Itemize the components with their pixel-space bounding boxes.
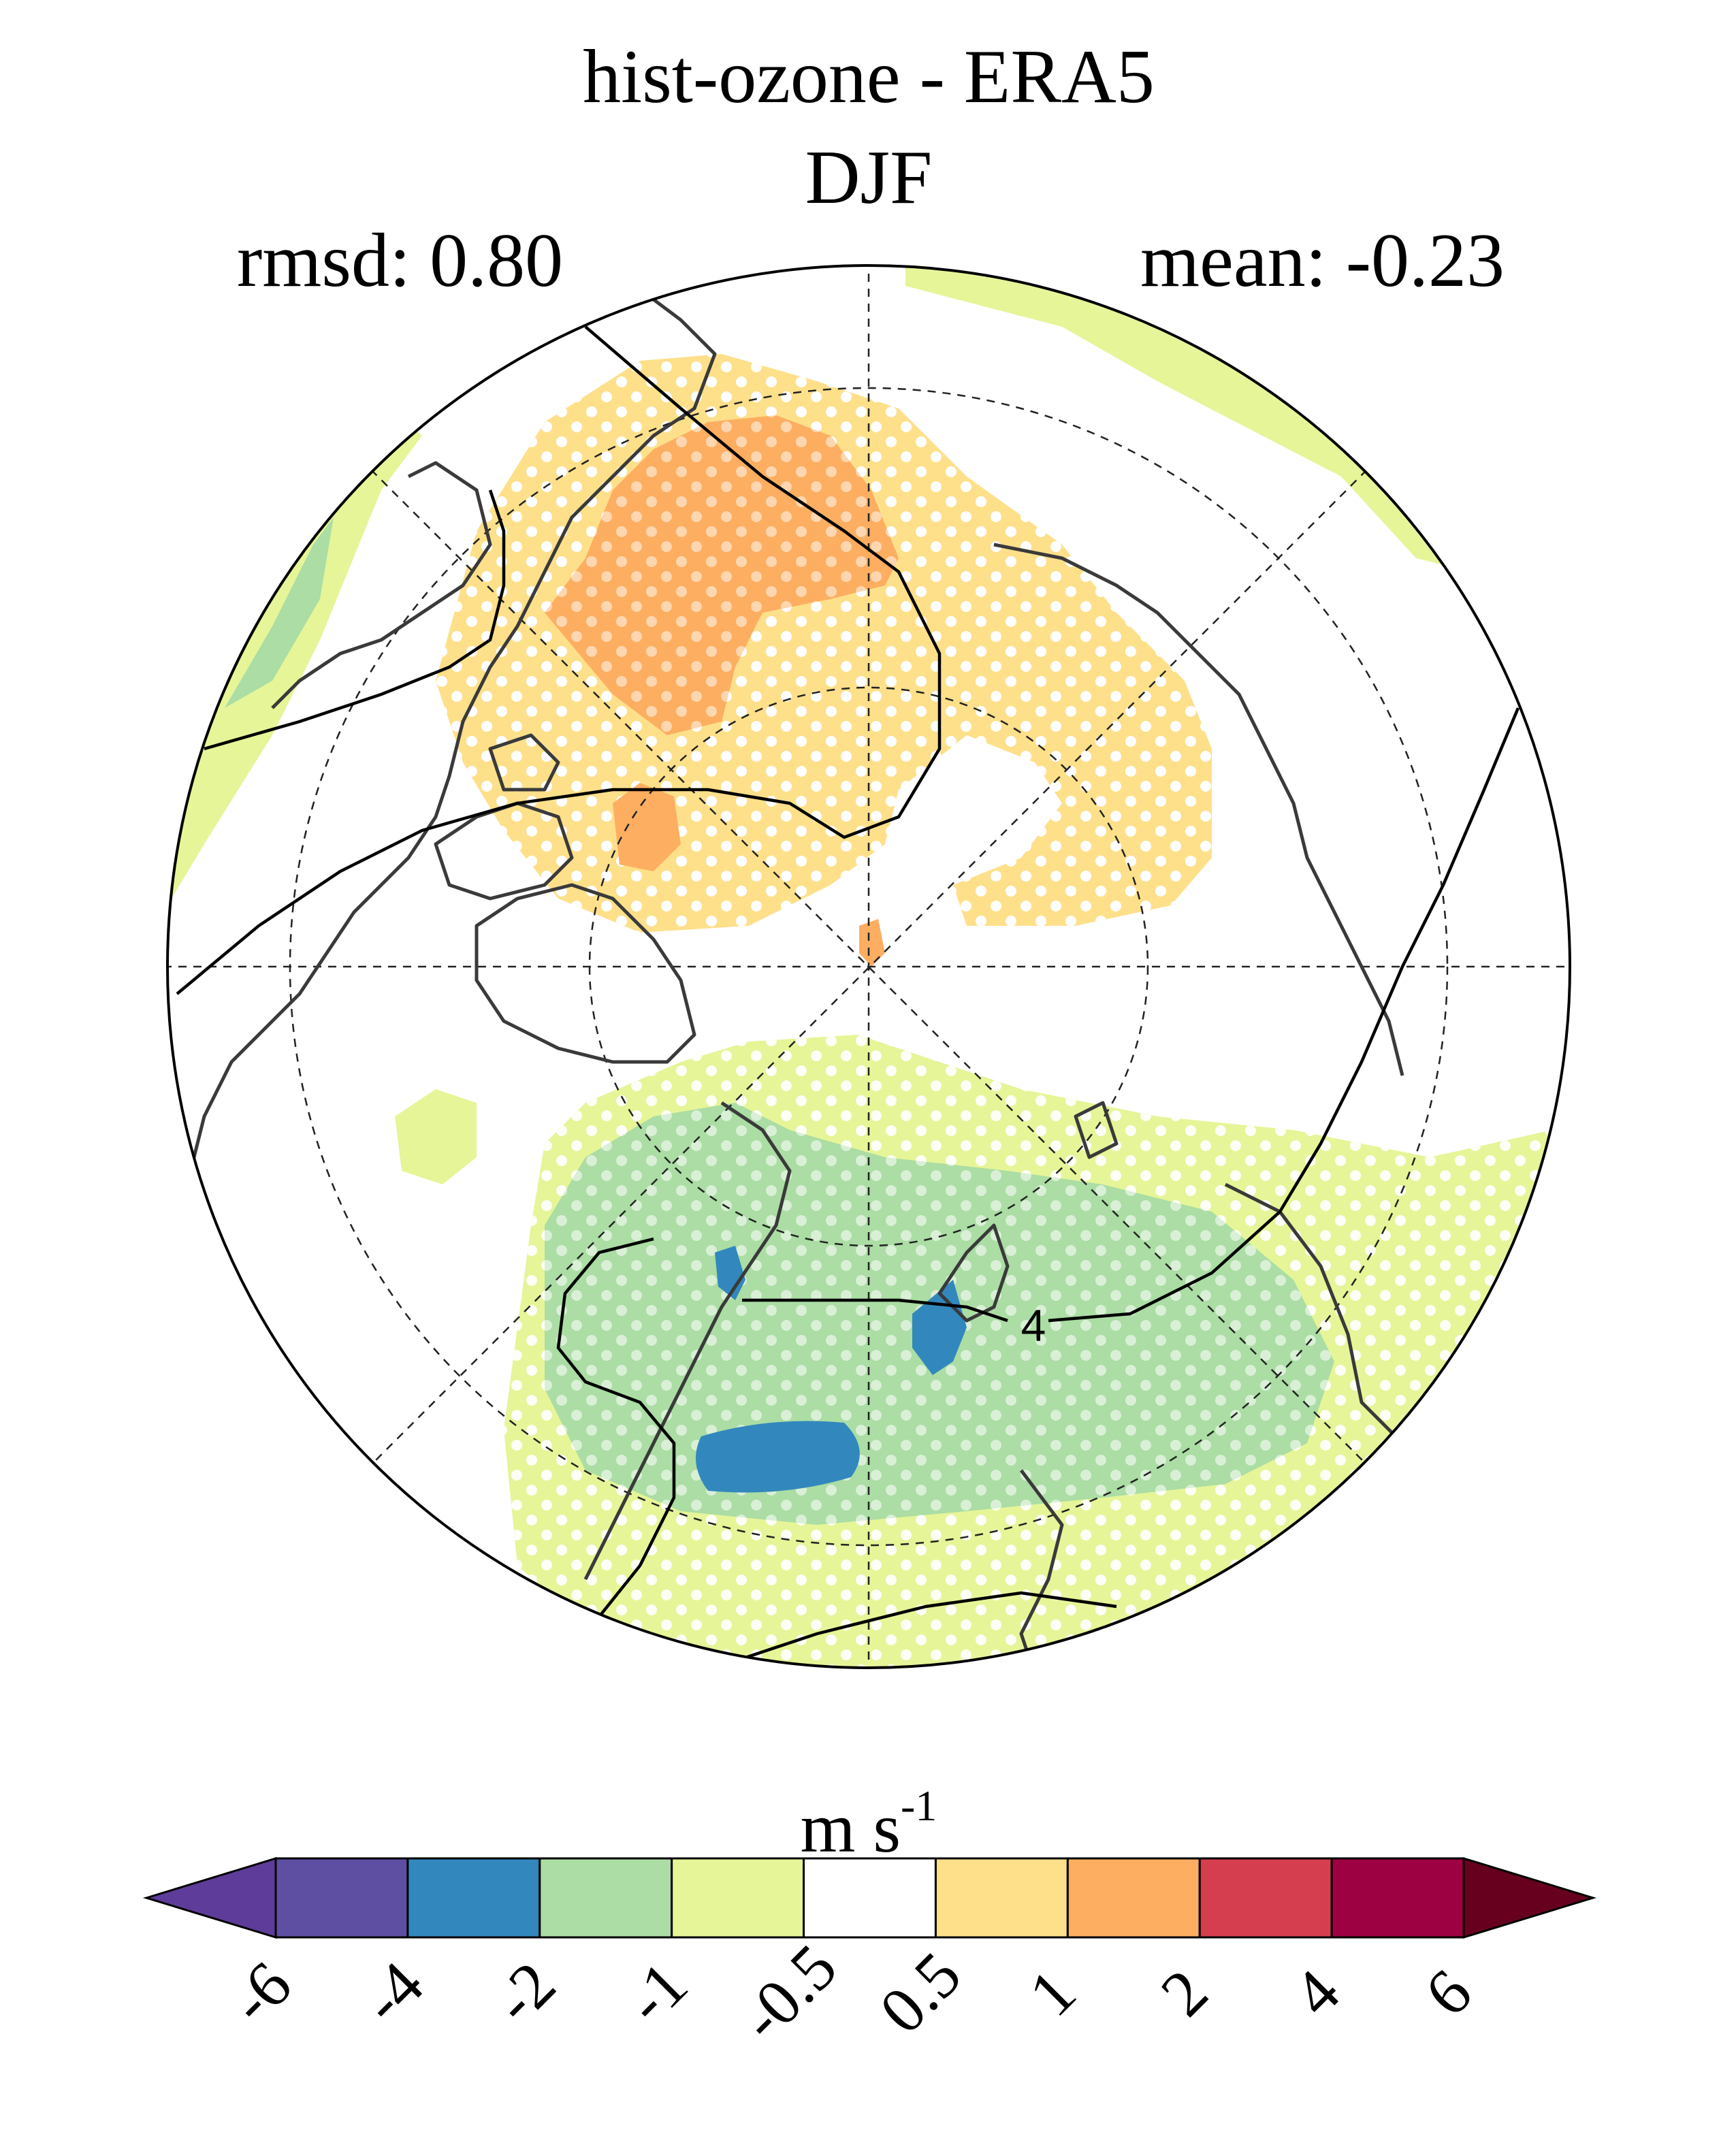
colorbar-box [539,1857,673,1939]
rmsd-label: rmsd: 0.80 [237,219,563,303]
colorbar-tick-label: 1 [1015,1955,1090,2030]
figure-title: hist-ozone - ERA5 [583,35,1155,119]
coastline-novaya-zemlya [1074,1101,1119,1159]
contour-south-loop [556,1237,676,1635]
anomaly-region-green-leftedge [225,517,334,708]
anomaly-region-orange-small [613,783,681,871]
colorbar-box [671,1857,805,1939]
coastline-north-america [189,298,717,1172]
colorbar-tick-label: 6 [1411,1955,1485,2030]
colorbar [142,1856,1597,1939]
coastline-scandinavia [937,1223,1010,1323]
contour-east [1048,707,1520,1323]
colorbar-tick-label: 2 [1146,1955,1221,2030]
anomaly-region-blue-large [696,1421,860,1493]
colorbar-tick-label: 4 [1279,1955,1353,2030]
contour-south-bottom [735,1591,1117,1663]
coastline-greenland [475,883,696,1064]
coastlines [189,298,1526,1668]
colorbar-ticks: -6 -4 -2 -1 -0.5 0.5 1 2 4 6 [215,1930,1485,2054]
colorbar-tick-label: -1 [611,1948,701,2037]
season-label: DJF [805,135,933,220]
colorbar-extend-low [142,1856,277,1939]
coastline-asia-south [1019,1469,1064,1668]
colorbar-units-exponent: -1 [901,1781,937,1830]
colorbar-tick-label: -0.5 [726,1930,850,2054]
anomaly-region-orange-pole [859,919,885,967]
graticule [167,265,1570,1668]
anomaly-region-lightgreen-topright [905,265,1525,585]
colorbar-extend-high [1462,1856,1597,1939]
mean-label: mean: -0.23 [1140,219,1505,303]
anomaly-region-lightgreen-left [167,408,422,912]
colorbar-tick-label: -4 [347,1948,437,2037]
contour-label-4: 4 [1021,1300,1046,1351]
coastline-eurasia-north [993,543,1404,1076]
anomaly-region-lightgreen-west-blob [395,1089,477,1184]
colorbar-units: m s-1 [801,1781,937,1867]
colorbar-tick-label: -6 [215,1948,305,2037]
colorbar-box [934,1857,1069,1939]
colorbar-box [406,1857,541,1939]
map-boundary [166,264,1571,1669]
colorbar-tick-label: 0.5 [865,1938,975,2048]
colorbar-units-base: m s [801,1789,901,1867]
colorbar-tick-label: -2 [479,1948,569,2037]
map-area: 4 [167,265,1570,1668]
colorbar-box [274,1857,409,1939]
contour-west [204,489,506,751]
coastline-europe [583,1101,792,1581]
colorbar-box [1198,1857,1333,1939]
coastline-alaska [271,461,492,709]
colorbar-box [803,1857,937,1939]
anomaly-region-blue-small [715,1246,745,1300]
colorbar-box [1066,1857,1201,1939]
colorbar-box [1330,1857,1465,1939]
contour-4 [742,1298,1008,1323]
wind-contours [176,325,1520,1663]
contour-north-loop [176,325,942,995]
